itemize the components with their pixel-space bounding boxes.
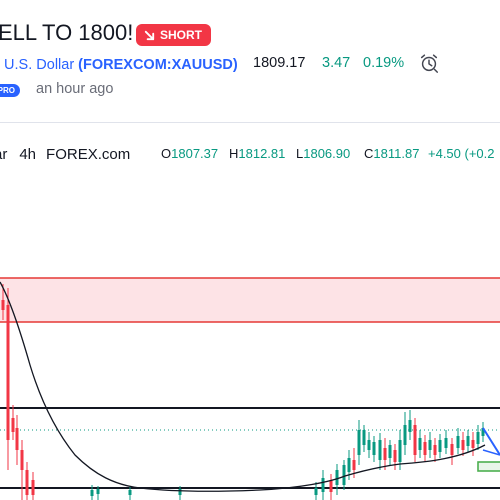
symbol-change-percent: 0.19%	[363, 55, 405, 71]
candle	[378, 440, 382, 460]
short-badge[interactable]: SHORT	[136, 24, 211, 46]
chart-legend: ar 4h FOREX.com	[0, 144, 130, 164]
candle	[466, 436, 470, 446]
symbol-price: 1809.17	[253, 55, 306, 71]
legend-symbol[interactable]: ar	[0, 145, 8, 163]
legend-change: +4.50 (+0.2	[428, 146, 495, 161]
candle	[90, 490, 94, 496]
candle	[20, 450, 24, 470]
moving-average-line	[0, 281, 486, 492]
candle	[31, 480, 35, 495]
candle	[403, 425, 407, 445]
candle	[15, 428, 19, 450]
candle	[438, 440, 442, 452]
candle	[6, 305, 10, 440]
legend-open: O1807.37	[161, 146, 219, 161]
idea-header: ELL TO 1800! SHORT / U.S. Dollar (FOREXC…	[0, 0, 500, 110]
candle	[423, 442, 427, 455]
candle	[476, 432, 480, 444]
candle	[347, 458, 351, 472]
pro-badge: PRO	[0, 84, 20, 97]
idea-title: ELL TO 1800!	[0, 20, 134, 45]
candle	[357, 430, 361, 455]
candle	[128, 490, 132, 495]
candle	[329, 480, 333, 492]
legend-source: FOREX.com	[46, 145, 131, 163]
symbol-change: 3.47	[322, 55, 351, 71]
candle	[178, 489, 182, 495]
symbol-name[interactable]: / U.S. Dollar	[0, 57, 75, 73]
candle	[398, 440, 402, 462]
candle	[96, 489, 100, 494]
resistance-zone[interactable]	[0, 278, 500, 322]
candle	[433, 445, 437, 455]
target-box[interactable]	[477, 461, 500, 472]
candle	[314, 488, 318, 495]
candle	[362, 430, 366, 445]
divider	[0, 122, 500, 123]
short-badge-label: SHORT	[160, 28, 202, 42]
legend-close: C1811.87	[364, 146, 420, 161]
candle	[418, 438, 422, 450]
candle	[408, 420, 412, 432]
legend-timeframe[interactable]: 4h	[19, 145, 37, 163]
candle	[383, 448, 387, 460]
candle	[393, 450, 397, 462]
legend-high: H1812.81	[229, 146, 286, 161]
candles	[1, 284, 485, 500]
candle	[335, 470, 339, 485]
published-time: an hour ago	[36, 81, 114, 97]
candle	[367, 440, 371, 450]
candle	[372, 442, 376, 455]
candle	[388, 445, 392, 458]
symbol-ticker[interactable]: (FOREXCOM:XAUUSD)	[78, 57, 238, 73]
candle	[321, 478, 325, 492]
candle	[481, 428, 485, 436]
projection-arrow-return	[482, 449, 500, 456]
legend-low: L1806.90	[296, 146, 351, 161]
candle	[352, 460, 356, 470]
price-chart[interactable]	[0, 175, 500, 500]
candle	[450, 444, 454, 455]
candle	[428, 440, 432, 450]
candle	[1, 300, 5, 310]
symbol-link[interactable]: / U.S. Dollar (FOREXCOM:XAUUSD)	[0, 54, 238, 76]
candle	[413, 425, 417, 455]
candle	[461, 440, 465, 450]
candle	[456, 436, 460, 448]
short-arrow-icon	[144, 30, 155, 40]
candle	[471, 440, 475, 448]
alarm-clock-icon[interactable]	[418, 52, 440, 74]
candle	[25, 470, 29, 495]
projection-arrow[interactable]	[482, 427, 500, 456]
candle	[342, 465, 346, 485]
candle	[11, 418, 15, 432]
candle	[444, 438, 448, 448]
